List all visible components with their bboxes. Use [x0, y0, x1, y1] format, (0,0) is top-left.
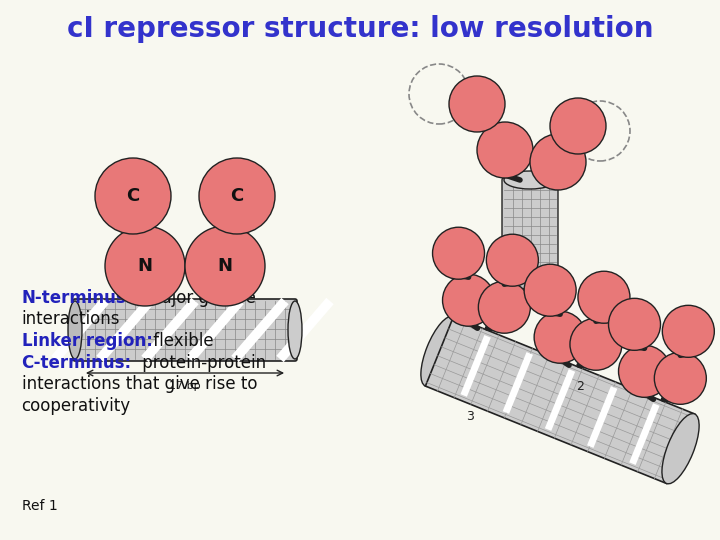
Ellipse shape [68, 301, 82, 359]
Circle shape [95, 158, 171, 234]
Circle shape [449, 76, 505, 132]
Circle shape [443, 274, 495, 326]
Text: flexible: flexible [148, 332, 213, 350]
Ellipse shape [288, 301, 302, 359]
Text: N: N [217, 257, 233, 275]
Ellipse shape [662, 414, 699, 484]
Text: cI repressor structure: low resolution: cI repressor structure: low resolution [67, 15, 653, 43]
Circle shape [534, 311, 586, 363]
Circle shape [486, 234, 539, 286]
Circle shape [185, 226, 265, 306]
Circle shape [618, 345, 670, 397]
Circle shape [433, 227, 485, 279]
Text: interactions that give rise to: interactions that give rise to [22, 375, 257, 393]
Text: 2: 2 [576, 380, 584, 393]
Circle shape [550, 98, 606, 154]
Text: N-terminus:: N-terminus: [22, 289, 133, 307]
Circle shape [524, 264, 576, 316]
Circle shape [105, 226, 185, 306]
Ellipse shape [421, 316, 458, 387]
Text: major groove: major groove [140, 289, 256, 307]
Text: N: N [138, 257, 153, 275]
FancyBboxPatch shape [73, 299, 297, 361]
Text: 3: 3 [466, 410, 474, 423]
Circle shape [570, 318, 622, 370]
Text: Ref 1: Ref 1 [22, 500, 58, 514]
Text: cooperativity: cooperativity [22, 397, 131, 415]
FancyBboxPatch shape [502, 178, 558, 282]
Ellipse shape [504, 271, 556, 289]
Text: Linker region:: Linker region: [22, 332, 153, 350]
Polygon shape [426, 316, 695, 483]
Text: interactions: interactions [22, 310, 120, 328]
Circle shape [478, 281, 531, 333]
Circle shape [654, 352, 706, 404]
Circle shape [199, 158, 275, 234]
Text: protein-protein: protein-protein [137, 354, 266, 372]
Circle shape [578, 271, 630, 323]
Circle shape [662, 305, 714, 357]
Text: C: C [127, 187, 140, 205]
Text: C-terminus:: C-terminus: [22, 354, 132, 372]
Ellipse shape [504, 171, 556, 189]
Circle shape [608, 298, 660, 350]
Text: 17 bp: 17 bp [169, 381, 201, 391]
Circle shape [477, 122, 533, 178]
Text: C: C [230, 187, 243, 205]
Circle shape [530, 134, 586, 190]
